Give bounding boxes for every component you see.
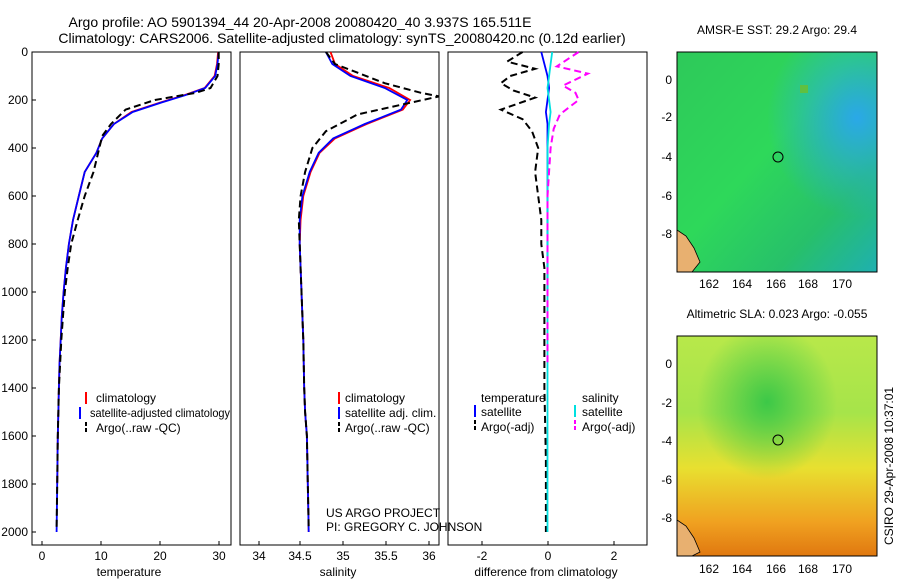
map-xtick: 170	[832, 562, 852, 576]
legend-label: Argo(..raw -QC)	[345, 421, 430, 435]
series-line-satellite-adj-clim	[298, 51, 409, 533]
temp-xtick: 20	[153, 549, 167, 563]
sla-xticks: 162 164 166 168 170	[699, 562, 852, 576]
depth-tick-marks	[32, 51, 36, 533]
legend-label: climatology	[345, 391, 405, 405]
map-xtick: 166	[766, 562, 786, 576]
sla-yticks: 0 -2 -4 -6 -8	[661, 357, 672, 525]
legend-label: satellite	[582, 405, 623, 419]
sst-map-title: AMSR-E SST: 29.2 Argo: 29.4	[697, 23, 857, 37]
map-xtick: 164	[732, 277, 752, 291]
difference-legend: temperature satellite Argo(-adj) salinit…	[474, 391, 635, 434]
series-line-temperature-argo-adj	[498, 51, 547, 532]
temperature-panel	[31, 51, 232, 546]
diff-xtick: -2	[477, 549, 488, 563]
x-tick-marks	[41, 541, 615, 545]
salinity-panel	[239, 51, 440, 546]
legend-label: satellite-adjusted climatology	[90, 406, 230, 420]
sal-xtick: 35	[336, 549, 350, 563]
depth-tick: 800	[8, 237, 28, 251]
difference-xticks: -2 0 2	[477, 549, 618, 563]
map-xtick: 162	[699, 277, 719, 291]
legend-title: salinity	[582, 391, 619, 405]
sal-xtick: 34	[252, 549, 266, 563]
series-line-salinity-argo-adj	[546, 51, 591, 364]
series-line-argo-raw-qc	[55, 52, 220, 530]
temp-xtick: 0	[39, 549, 46, 563]
title-line2: Climatology: CARS2006. Satellite-adjuste…	[58, 30, 625, 46]
sst-map	[677, 52, 877, 272]
temperature-legend: climatology satellite-adjusted climatolo…	[79, 391, 230, 435]
temperature-xticks: 0 10 20 30	[39, 549, 226, 563]
temperature-xlabel: temperature	[97, 565, 162, 579]
depth-tick: 2000	[1, 525, 28, 539]
temp-xtick: 30	[212, 549, 226, 563]
map-xtick: 170	[832, 277, 852, 291]
depth-tick: 1400	[1, 381, 28, 395]
salinity-xticks: 34 34.5 35 35.5 36	[252, 549, 436, 563]
map-ytick: -6	[661, 189, 672, 203]
map-ytick: -6	[661, 473, 672, 487]
map-xtick: 168	[798, 277, 818, 291]
series-line-argo-raw-qc	[297, 51, 440, 528]
diff-xtick: 0	[545, 549, 552, 563]
map-ytick: 0	[665, 73, 672, 87]
depth-tick: 600	[8, 189, 28, 203]
series-line-climatology	[298, 51, 412, 533]
sal-xtick: 34.5	[288, 549, 312, 563]
map-ytick: -8	[661, 511, 672, 525]
credit-timestamp: CSIRO 29-Apr-2008 10:37:01	[882, 387, 896, 545]
legend-label: Argo(..raw -QC)	[96, 421, 181, 435]
depth-tick: 200	[8, 93, 28, 107]
sla-map	[677, 336, 877, 556]
depth-tick: 1200	[1, 333, 28, 347]
difference-xlabel: difference from climatology	[474, 565, 617, 579]
map-ytick: 0	[665, 357, 672, 371]
sst-yticks: 0 -2 -4 -6 -8	[661, 73, 672, 241]
sst-xticks: 162 164 166 168 170	[699, 277, 852, 291]
diff-xtick: 2	[611, 549, 618, 563]
coastline	[677, 229, 701, 272]
map-ytick: -8	[661, 227, 672, 241]
title-line1: Argo profile: AO 5901394_44 20-Apr-2008 …	[69, 14, 532, 30]
depth-tick: 1800	[1, 477, 28, 491]
depth-tick: 400	[8, 141, 28, 155]
coastline	[677, 519, 701, 556]
depth-tick: 0	[21, 45, 28, 59]
legend-label: climatology	[96, 391, 156, 405]
argo-location-marker	[772, 151, 784, 163]
sal-xtick: 35.5	[374, 549, 398, 563]
legend-label: Argo(-adj)	[582, 420, 635, 434]
pi-note: PI: GREGORY C. JOHNSON	[326, 520, 482, 534]
legend-label: satellite	[481, 405, 522, 419]
depth-axis: 0 200 400 600 800 1000 1200 1400 1600 18…	[1, 45, 28, 539]
map-ytick: -2	[661, 396, 672, 410]
map-ytick: -4	[661, 434, 672, 448]
legend-label: Argo(-adj)	[481, 420, 534, 434]
project-note: US ARGO PROJECT	[326, 506, 441, 520]
temp-xtick: 10	[94, 549, 108, 563]
map-xtick: 162	[699, 562, 719, 576]
map-ytick: -2	[661, 110, 672, 124]
map-ytick: -4	[661, 150, 672, 164]
legend-label: satellite adj. clim.	[345, 406, 436, 420]
legend-title: temperature	[481, 391, 546, 405]
argo-location-marker	[772, 434, 784, 446]
salinity-legend: climatology satellite adj. clim. Argo(..…	[338, 391, 436, 435]
profile-curves	[55, 51, 591, 533]
depth-tick: 1600	[1, 429, 28, 443]
salinity-xlabel: salinity	[320, 565, 357, 579]
map-xtick: 168	[798, 562, 818, 576]
sla-map-title: Altimetric SLA: 0.023 Argo: -0.055	[687, 307, 868, 321]
map-xtick: 164	[732, 562, 752, 576]
series-line-satellite-adjusted-climatology	[55, 51, 220, 533]
map-xtick: 166	[766, 277, 786, 291]
depth-tick: 1000	[1, 285, 28, 299]
sal-xtick: 36	[422, 549, 436, 563]
